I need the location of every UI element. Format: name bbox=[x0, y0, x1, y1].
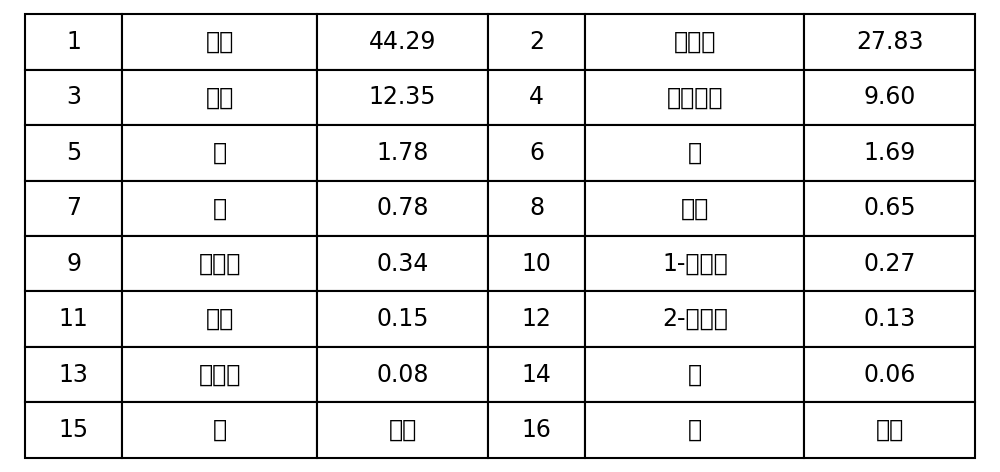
Bar bbox=[804, 347, 975, 402]
Bar bbox=[488, 181, 585, 236]
Text: 萸: 萸 bbox=[213, 141, 227, 165]
Text: 萱: 萱 bbox=[213, 196, 227, 220]
Text: 对甲酚: 对甲酚 bbox=[199, 252, 241, 276]
Text: 1.69: 1.69 bbox=[864, 141, 916, 165]
Text: 14: 14 bbox=[522, 362, 551, 387]
Text: 苯乙烯: 苯乙烯 bbox=[674, 30, 716, 54]
Text: 0.13: 0.13 bbox=[864, 307, 916, 331]
Text: 1: 1 bbox=[66, 30, 81, 54]
Text: 6: 6 bbox=[529, 141, 544, 165]
Bar bbox=[25, 236, 122, 291]
Text: 15: 15 bbox=[59, 418, 89, 442]
Bar bbox=[585, 236, 804, 291]
Text: 对二甲苯: 对二甲苯 bbox=[667, 85, 723, 110]
Bar bbox=[488, 69, 585, 125]
Bar bbox=[488, 291, 585, 347]
Bar bbox=[804, 125, 975, 181]
Bar bbox=[122, 69, 317, 125]
Text: 0.27: 0.27 bbox=[864, 252, 916, 276]
Bar bbox=[122, 181, 317, 236]
Bar bbox=[317, 347, 488, 402]
Bar bbox=[317, 125, 488, 181]
Bar bbox=[488, 14, 585, 69]
Text: 2-甲基萸: 2-甲基萸 bbox=[662, 307, 728, 331]
Bar bbox=[585, 347, 804, 402]
Text: 0.65: 0.65 bbox=[863, 196, 916, 220]
Bar bbox=[122, 125, 317, 181]
Bar bbox=[804, 69, 975, 125]
Bar bbox=[585, 181, 804, 236]
Bar bbox=[25, 402, 122, 458]
Bar bbox=[804, 402, 975, 458]
Bar bbox=[488, 402, 585, 458]
Text: 邻甲酚: 邻甲酚 bbox=[199, 362, 241, 387]
Bar bbox=[804, 291, 975, 347]
Bar bbox=[585, 14, 804, 69]
Text: 9.60: 9.60 bbox=[864, 85, 916, 110]
Bar bbox=[317, 236, 488, 291]
Text: 茊: 茊 bbox=[688, 141, 702, 165]
Bar bbox=[488, 236, 585, 291]
Text: 甲苯: 甲苯 bbox=[206, 30, 234, 54]
Text: 0.78: 0.78 bbox=[376, 196, 429, 220]
Text: 7: 7 bbox=[66, 196, 81, 220]
Text: 微量: 微量 bbox=[388, 418, 417, 442]
Bar bbox=[25, 181, 122, 236]
Text: 0.08: 0.08 bbox=[376, 362, 429, 387]
Bar bbox=[804, 236, 975, 291]
Text: 0.34: 0.34 bbox=[376, 252, 429, 276]
Text: 蔑: 蔑 bbox=[213, 418, 227, 442]
Bar bbox=[804, 14, 975, 69]
Text: 44.29: 44.29 bbox=[369, 30, 436, 54]
Bar bbox=[122, 236, 317, 291]
Bar bbox=[317, 69, 488, 125]
Bar bbox=[25, 291, 122, 347]
Bar bbox=[25, 125, 122, 181]
Text: 5: 5 bbox=[66, 141, 81, 165]
Bar bbox=[317, 402, 488, 458]
Text: 12: 12 bbox=[522, 307, 551, 331]
Text: 12.35: 12.35 bbox=[369, 85, 436, 110]
Bar bbox=[585, 402, 804, 458]
Text: 0.15: 0.15 bbox=[376, 307, 429, 331]
Bar bbox=[317, 14, 488, 69]
Bar bbox=[122, 291, 317, 347]
Text: 1.78: 1.78 bbox=[376, 141, 429, 165]
Bar bbox=[317, 291, 488, 347]
Text: 11: 11 bbox=[59, 307, 89, 331]
Bar bbox=[122, 402, 317, 458]
Bar bbox=[488, 347, 585, 402]
Text: 茴: 茴 bbox=[688, 362, 702, 387]
Text: 16: 16 bbox=[522, 418, 551, 442]
Text: 9: 9 bbox=[66, 252, 81, 276]
Text: 0.06: 0.06 bbox=[864, 362, 916, 387]
Text: 8: 8 bbox=[529, 196, 544, 220]
Bar bbox=[122, 347, 317, 402]
Text: 3: 3 bbox=[66, 85, 81, 110]
Text: 微量: 微量 bbox=[876, 418, 904, 442]
Bar bbox=[25, 14, 122, 69]
Bar bbox=[317, 181, 488, 236]
Bar bbox=[488, 125, 585, 181]
Bar bbox=[25, 69, 122, 125]
Text: 菲蔑: 菲蔑 bbox=[206, 307, 234, 331]
Text: 13: 13 bbox=[59, 362, 89, 387]
Text: 4: 4 bbox=[529, 85, 544, 110]
Text: 苯酚: 苯酚 bbox=[681, 196, 709, 220]
Text: 乙苯: 乙苯 bbox=[206, 85, 234, 110]
Bar bbox=[804, 181, 975, 236]
Text: 27.83: 27.83 bbox=[856, 30, 923, 54]
Text: 1-甲基萸: 1-甲基萸 bbox=[662, 252, 728, 276]
Bar bbox=[122, 14, 317, 69]
Bar bbox=[585, 291, 804, 347]
Text: 2: 2 bbox=[529, 30, 544, 54]
Bar bbox=[585, 69, 804, 125]
Text: 蔑: 蔑 bbox=[688, 418, 702, 442]
Text: 10: 10 bbox=[522, 252, 551, 276]
Bar bbox=[585, 125, 804, 181]
Bar bbox=[25, 347, 122, 402]
